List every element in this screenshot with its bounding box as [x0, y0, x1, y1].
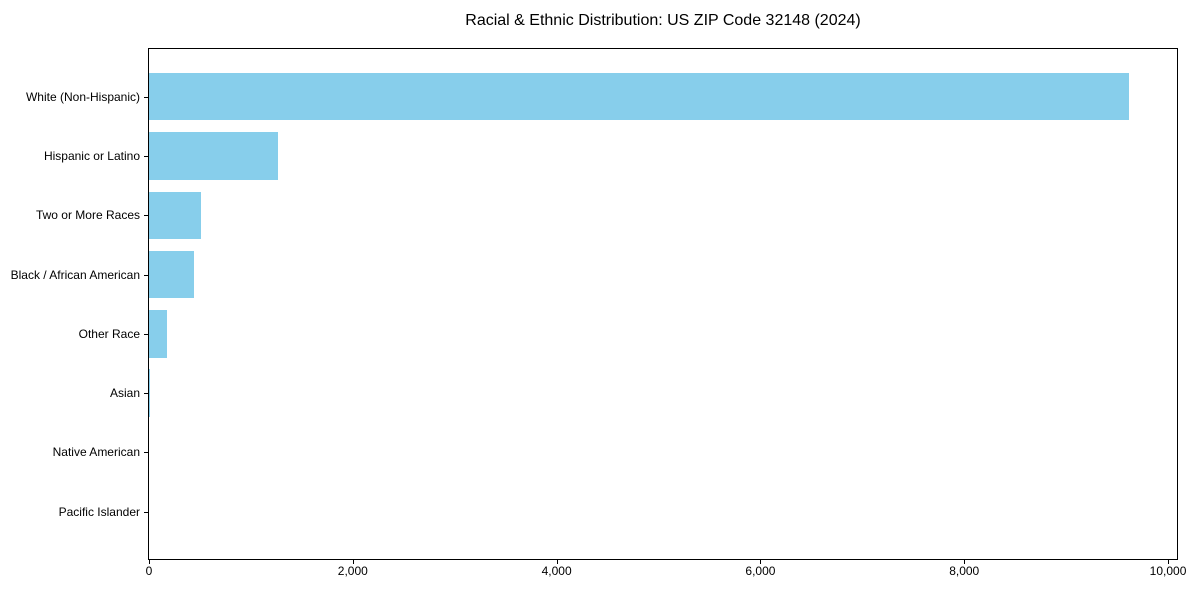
- y-tick-mark-other-race: [144, 333, 148, 335]
- x-tick-label-4000: 4,000: [541, 564, 572, 578]
- x-tick-mark-2000: [352, 560, 354, 564]
- y-tick-mark-two-or-more-races: [144, 215, 148, 217]
- y-tick-mark-native-american: [144, 452, 148, 454]
- bar-two-or-more-races: [149, 191, 201, 239]
- plot-area: [148, 48, 1178, 560]
- chart-title: Racial & Ethnic Distribution: US ZIP Cod…: [465, 12, 861, 29]
- bar-hispanic-or-latino: [149, 132, 278, 180]
- y-tick-mark-asian: [144, 393, 148, 395]
- x-tick-mark-10000: [1168, 560, 1170, 564]
- y-tick-mark-pacific-islander: [144, 511, 148, 513]
- x-tick-mark-4000: [556, 560, 558, 564]
- y-tick-mark-white-non-hispanic: [144, 96, 148, 98]
- x-tick-label-8000: 8,000: [949, 564, 980, 578]
- x-tick-mark-8000: [964, 560, 966, 564]
- y-tick-label-pacific-islander: Pacific Islander: [58, 504, 140, 519]
- y-tick-label-other-race: Other Race: [78, 326, 140, 341]
- x-tick-mark-0: [149, 560, 150, 564]
- bar-asian: [149, 369, 151, 417]
- y-tick-label-white-non-hispanic: White (Non-Hispanic): [25, 89, 140, 104]
- x-tick-label-0: 0: [145, 564, 153, 578]
- bar-white-non-hispanic: [149, 72, 1129, 121]
- y-tick-label-native-american: Native American: [52, 445, 140, 460]
- x-tick-mark-6000: [760, 560, 762, 564]
- y-tick-mark-black-african-american: [144, 274, 148, 276]
- y-tick-label-black-african-american: Black / African American: [10, 267, 140, 282]
- x-tick-label-2000: 2,000: [337, 564, 368, 578]
- y-tick-label-two-or-more-races: Two or More Races: [35, 208, 140, 223]
- x-tick-label-6000: 6,000: [745, 564, 776, 578]
- y-tick-label-asian: Asian: [109, 386, 140, 401]
- x-tick-label-10000: 10,000: [1149, 564, 1187, 578]
- y-tick-label-hispanic-or-latino: Hispanic or Latino: [43, 148, 140, 163]
- bar-black-african-american: [149, 250, 195, 299]
- y-tick-mark-hispanic-or-latino: [144, 155, 148, 157]
- bar-other-race: [149, 310, 168, 358]
